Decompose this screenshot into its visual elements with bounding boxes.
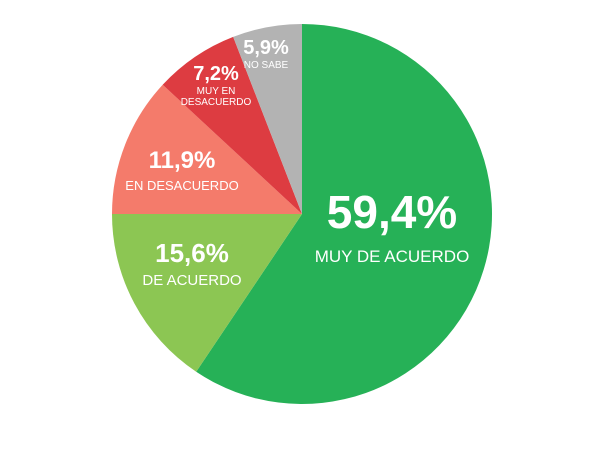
pie-slice-2 xyxy=(111,84,302,214)
pie-labels: 59,4% MUY DE ACUERDO 15,6% DE ACUERDO 11,9% E… xyxy=(125,37,469,289)
pie-slices xyxy=(111,24,493,404)
slice-category-label-0-0: MUY DE ACUERDO xyxy=(315,247,470,266)
pie-slice-3 xyxy=(162,36,302,214)
slice-category-label-2-0: EN DESACUERDO xyxy=(125,178,238,193)
pie-slice-0 xyxy=(196,24,493,404)
slice-value-label-0: 59,4% xyxy=(327,186,457,238)
slice-category-label-4-0: NO SABE xyxy=(244,60,289,71)
pie-slice-1 xyxy=(112,214,302,372)
pie-slice-4 xyxy=(233,24,302,214)
slice-value-label-1: 15,6% xyxy=(155,238,229,268)
slice-value-label-3: 7,2% xyxy=(193,63,239,85)
slice-category-label-1-0: DE ACUERDO xyxy=(142,272,241,289)
slice-category-label-3-0: MUY EN xyxy=(197,86,236,97)
slice-value-label-2: 11,9% xyxy=(149,147,216,174)
slice-value-label-4: 5,9% xyxy=(243,37,289,59)
slice-category-label-3-1: DESACUERDO xyxy=(181,97,252,108)
